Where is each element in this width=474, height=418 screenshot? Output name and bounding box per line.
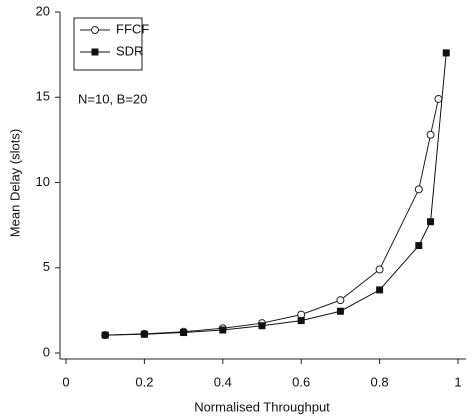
x-tick-label: 0 [62, 374, 69, 389]
annotation: N=10, B=20 [78, 91, 147, 106]
point [219, 326, 227, 334]
point [140, 330, 148, 338]
x-axis-label: Normalised Throughput [194, 399, 330, 414]
y-tick-label: 5 [43, 259, 50, 274]
legend-marker [91, 48, 99, 56]
y-tick-label: 0 [43, 344, 50, 359]
point [336, 296, 345, 305]
legend-box [73, 17, 143, 71]
point [442, 49, 450, 57]
x-tick-label: 0.4 [214, 374, 232, 389]
y-tick-label: 15 [36, 89, 50, 104]
point [376, 286, 384, 294]
y-tick-label: 20 [36, 3, 50, 18]
point [297, 317, 305, 325]
x-tick-label: 0.2 [135, 374, 153, 389]
x-tick-label: 0.6 [292, 374, 310, 389]
legend-marker [91, 26, 99, 34]
point [258, 322, 266, 330]
point [434, 94, 443, 103]
point [180, 329, 188, 337]
series-line [105, 98, 439, 336]
legend-label: SDR [116, 43, 143, 58]
legend-label: FFCF [116, 21, 149, 36]
series-line [105, 52, 447, 336]
x-tick-label: 1 [454, 374, 461, 389]
point [426, 130, 435, 139]
point [297, 310, 306, 319]
point [414, 185, 423, 194]
point [336, 307, 344, 315]
x-tick-label: 0.8 [371, 374, 389, 389]
y-tick-label: 10 [36, 174, 50, 189]
point [415, 242, 423, 250]
point [101, 331, 109, 339]
point [375, 265, 384, 274]
point [427, 218, 435, 226]
y-axis-label: Mean Delay (slots) [7, 129, 22, 237]
